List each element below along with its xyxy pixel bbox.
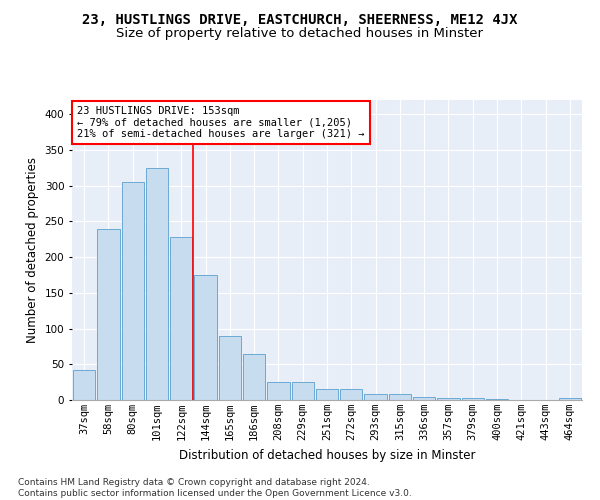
Bar [73,370,95,400]
Bar [486,398,508,400]
Bar [461,398,484,400]
Bar [267,382,290,400]
Bar [292,382,314,400]
Bar [122,182,144,400]
Bar [170,237,193,400]
Bar [194,275,217,400]
Y-axis label: Number of detached properties: Number of detached properties [26,157,39,343]
Bar [559,398,581,400]
Bar [340,390,362,400]
Bar [413,397,436,400]
Bar [243,354,265,400]
Text: Size of property relative to detached houses in Minster: Size of property relative to detached ho… [116,28,484,40]
Bar [146,168,168,400]
Bar [316,390,338,400]
Text: 23, HUSTLINGS DRIVE, EASTCHURCH, SHEERNESS, ME12 4JX: 23, HUSTLINGS DRIVE, EASTCHURCH, SHEERNE… [82,12,518,26]
Bar [218,336,241,400]
Text: Contains HM Land Registry data © Crown copyright and database right 2024.
Contai: Contains HM Land Registry data © Crown c… [18,478,412,498]
Bar [364,394,387,400]
Bar [97,228,119,400]
Bar [389,394,411,400]
X-axis label: Distribution of detached houses by size in Minster: Distribution of detached houses by size … [179,448,475,462]
Bar [437,398,460,400]
Text: 23 HUSTLINGS DRIVE: 153sqm
← 79% of detached houses are smaller (1,205)
21% of s: 23 HUSTLINGS DRIVE: 153sqm ← 79% of deta… [77,106,365,139]
